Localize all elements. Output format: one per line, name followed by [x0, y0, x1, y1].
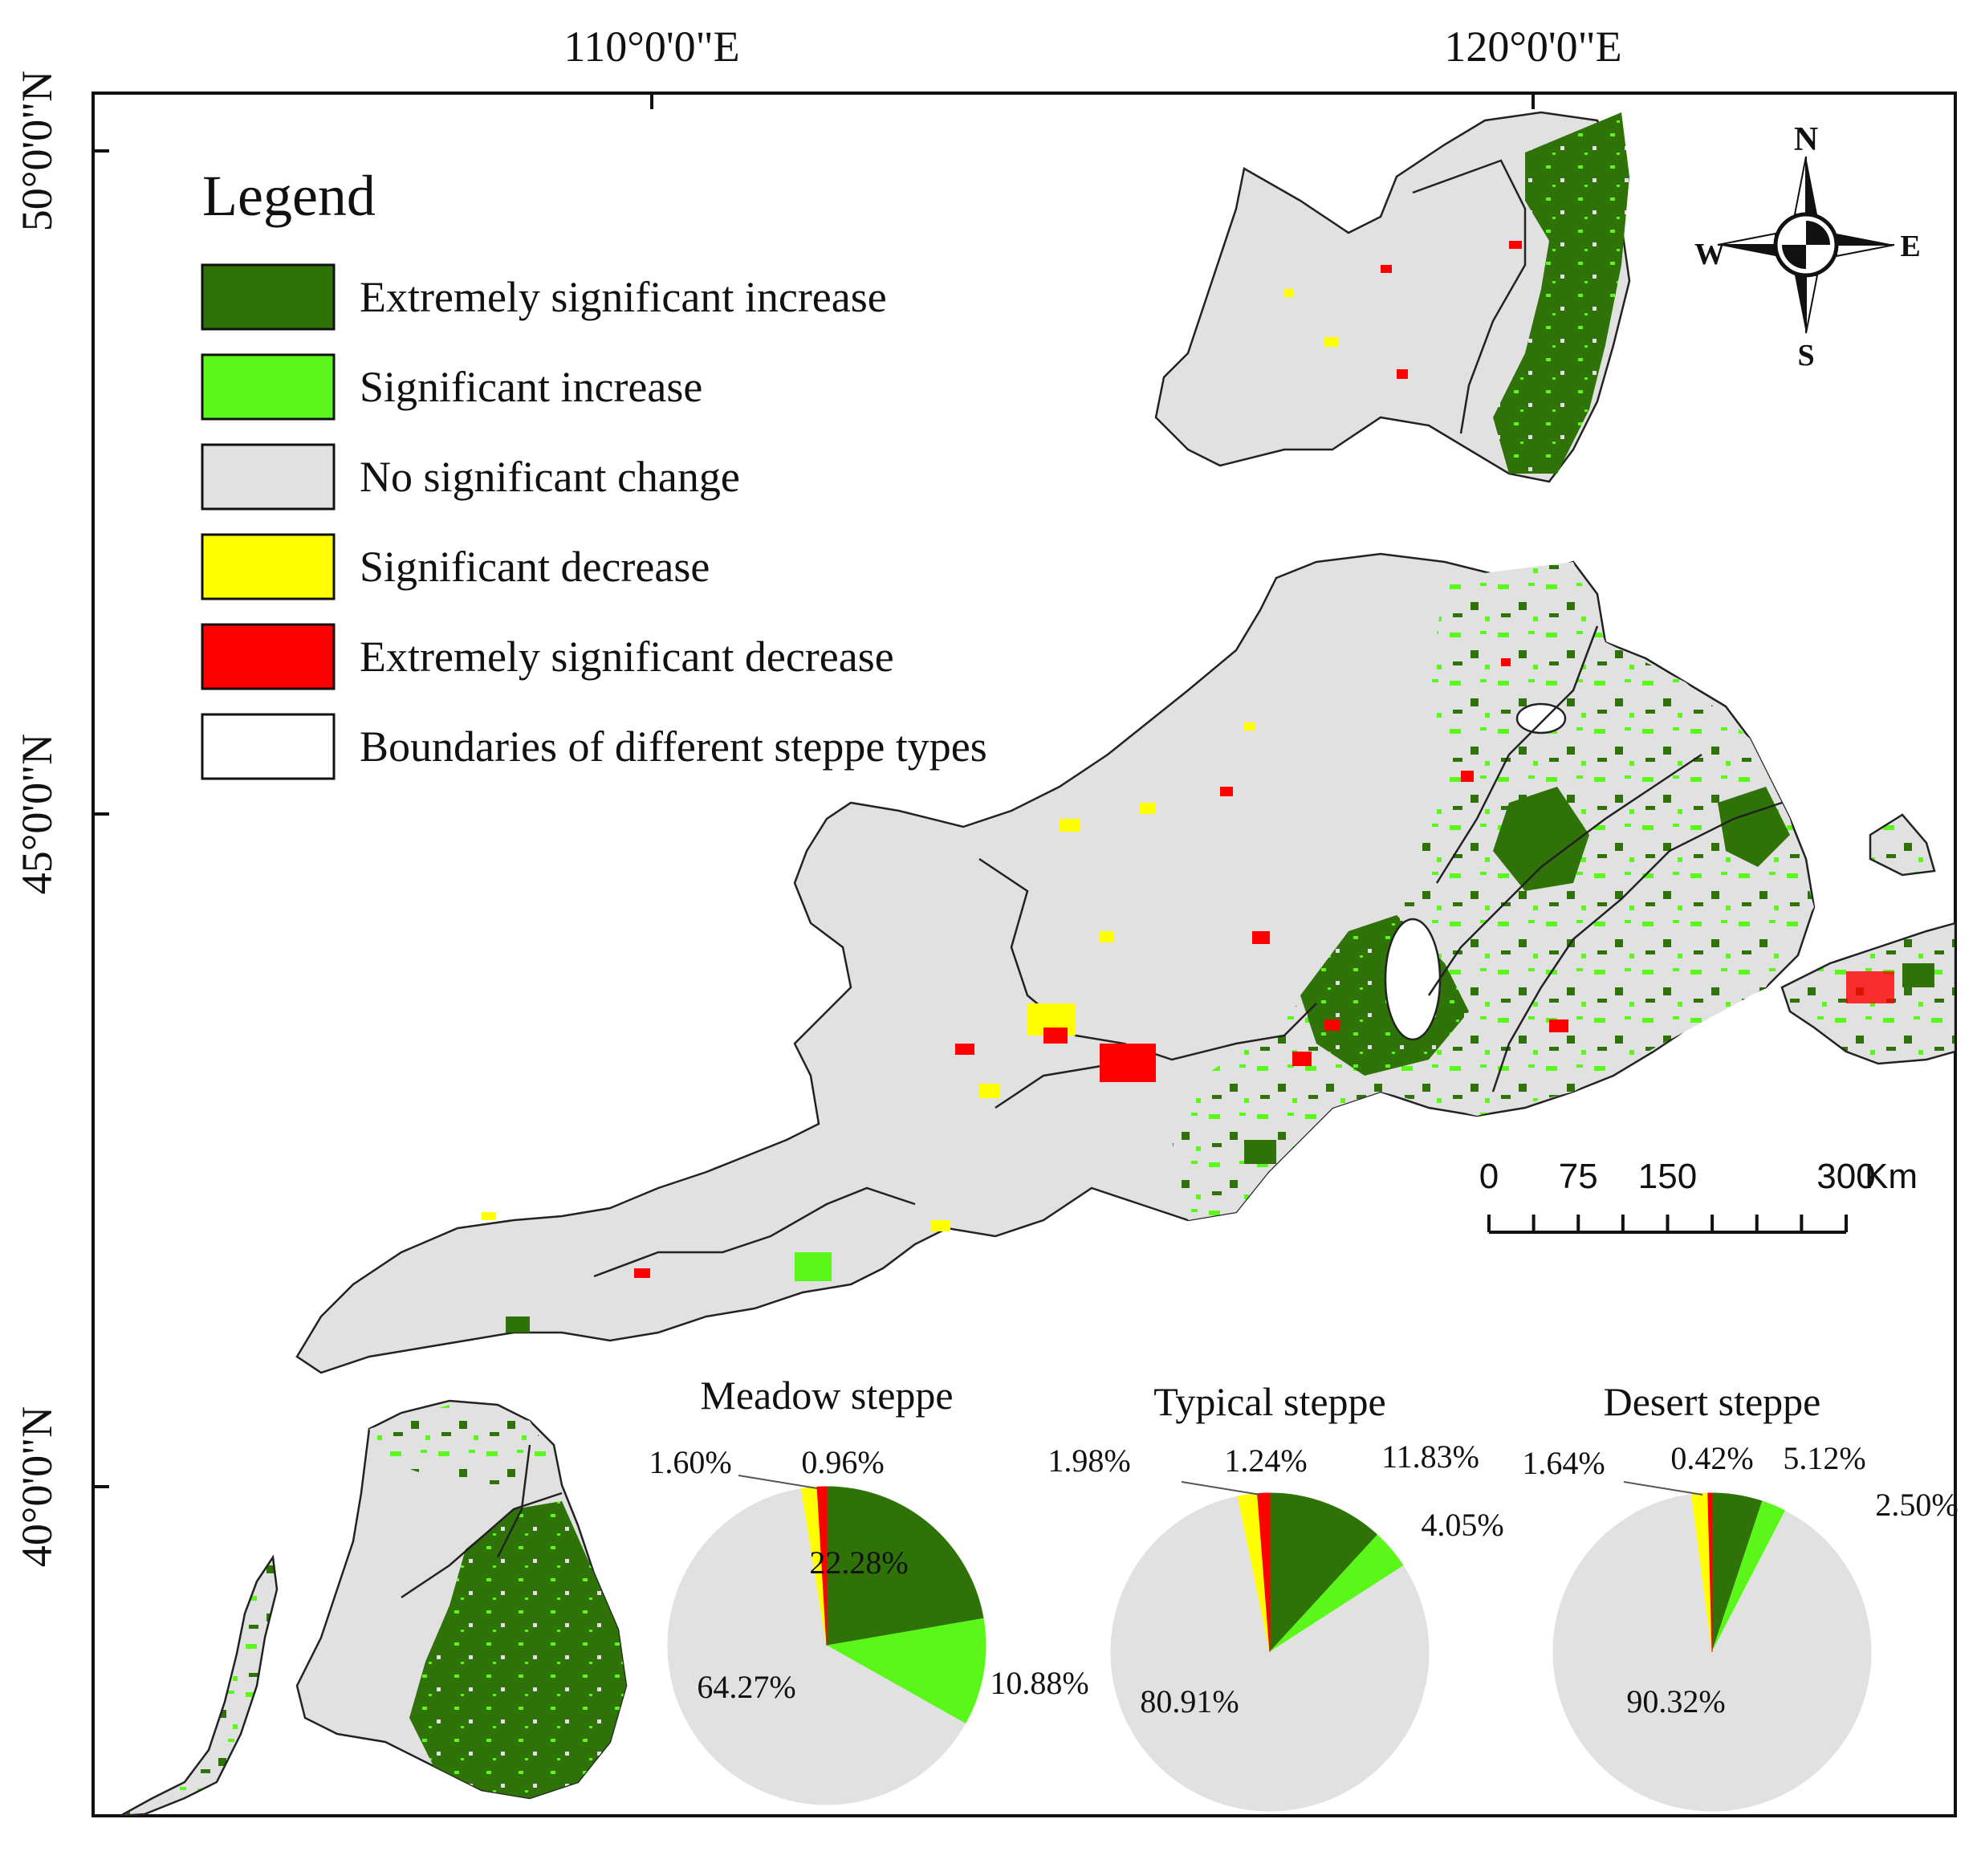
latitude-label-45: 45°0'0"N	[13, 734, 61, 894]
north-arrow: N S E W	[1694, 121, 1921, 372]
latitude-label-40: 40°0'0"N	[13, 1406, 61, 1567]
pie-0: Meadow steppe 22.28% 10.88% 64.27% 1.60% 0.96…	[649, 1373, 1089, 1805]
pie-2-leader	[1623, 1481, 1703, 1496]
pie-0-label-3: 1.60%	[649, 1444, 731, 1480]
region-west-strip	[120, 1554, 279, 1816]
scale-bar-label-1: 75	[1559, 1157, 1598, 1196]
legend-label-0: Extremely significant increase	[360, 273, 887, 321]
legend-title: Legend	[202, 164, 376, 228]
pie-0-label-1: 10.88%	[990, 1665, 1088, 1701]
pie-1-leader	[1181, 1481, 1261, 1496]
pie-1-slice-2	[1110, 1496, 1430, 1812]
legend-swatch-1	[201, 353, 336, 421]
north-arrow-label-s: S	[1797, 339, 1814, 372]
pie-2-label-4: 0.42%	[1670, 1440, 1753, 1476]
pie-2-label-1: 2.50%	[1875, 1487, 1958, 1523]
scale-bar-label-0: 0	[1479, 1157, 1499, 1196]
north-arrow-label-e: E	[1900, 230, 1920, 263]
latitude-label-50: 50°0'0"N	[13, 71, 61, 231]
legend: Legend Extremely significant increase Sig…	[201, 164, 987, 780]
north-arrow-label-w: W	[1694, 238, 1725, 271]
legend-swatch-4	[201, 623, 336, 690]
longitude-label-110: 110°0'0"E	[563, 22, 739, 71]
legend-label-5: Boundaries of different steppe types	[360, 722, 987, 771]
graticule-ticks	[93, 93, 1535, 1488]
legend-label-4: Extremely significant decrease	[360, 633, 894, 681]
scale-bar-label-2: 150	[1638, 1157, 1697, 1196]
pie-0-label-2: 64.27%	[697, 1669, 795, 1705]
pie-1-label-0: 11.83%	[1381, 1439, 1479, 1475]
pie-2: Desert steppe 5.12% 2.50% 90.32% 1.64% 0.42%	[1522, 1379, 1959, 1812]
pie-1-label-4: 1.24%	[1224, 1443, 1307, 1479]
pie-0-label-4: 0.96%	[801, 1444, 884, 1480]
longitude-label-120: 120°0'0"E	[1444, 22, 1621, 71]
pie-1-label-1: 4.05%	[1421, 1507, 1503, 1543]
pie-2-label-2: 90.32%	[1626, 1683, 1725, 1719]
legend-swatch-0	[201, 263, 336, 331]
legend-label-2: No significant change	[360, 453, 740, 501]
pie-0-slice-0	[826, 1486, 984, 1646]
pie-2-label-3: 1.64%	[1522, 1445, 1605, 1481]
pie-0-slice-4	[816, 1486, 828, 1646]
pie-0-slice-2	[667, 1487, 966, 1805]
pie-0-leader	[738, 1475, 818, 1489]
pie-1-label-2: 80.91%	[1140, 1683, 1239, 1719]
region-east-island-1	[1869, 813, 1936, 877]
pie-1-title: Typical steppe	[1153, 1379, 1385, 1424]
scale-bar-unit: Km	[1865, 1157, 1918, 1196]
pie-charts: Meadow steppe 22.28% 10.88% 64.27% 1.60% 0.96…	[649, 1373, 1959, 1812]
legend-swatch-5	[201, 713, 336, 780]
pie-0-label-0: 22.28%	[809, 1544, 908, 1581]
pie-2-label-0: 5.12%	[1783, 1440, 1865, 1476]
pie-2-slice-2	[1552, 1494, 1872, 1812]
legend-label-3: Significant decrease	[360, 543, 710, 591]
legend-label-1: Significant increase	[360, 363, 702, 411]
pie-2-title: Desert steppe	[1604, 1379, 1821, 1424]
pie-1: Typical steppe 11.83% 4.05% 80.91% 1.98% 1.24…	[1047, 1379, 1504, 1812]
legend-swatch-2	[201, 443, 336, 511]
pie-2-slice-4	[1707, 1492, 1713, 1653]
scale-bar-label-3: 300	[1816, 1157, 1875, 1196]
steppe-map	[120, 111, 1955, 1816]
pie-1-slice-0	[1269, 1492, 1378, 1654]
pie-1-label-3: 1.98%	[1047, 1443, 1130, 1479]
legend-swatch-3	[201, 533, 336, 600]
north-arrow-label-n: N	[1794, 121, 1818, 158]
pie-0-title: Meadow steppe	[700, 1373, 953, 1418]
pie-0-slice-1	[825, 1618, 986, 1724]
decrease-patches	[482, 241, 1568, 1278]
